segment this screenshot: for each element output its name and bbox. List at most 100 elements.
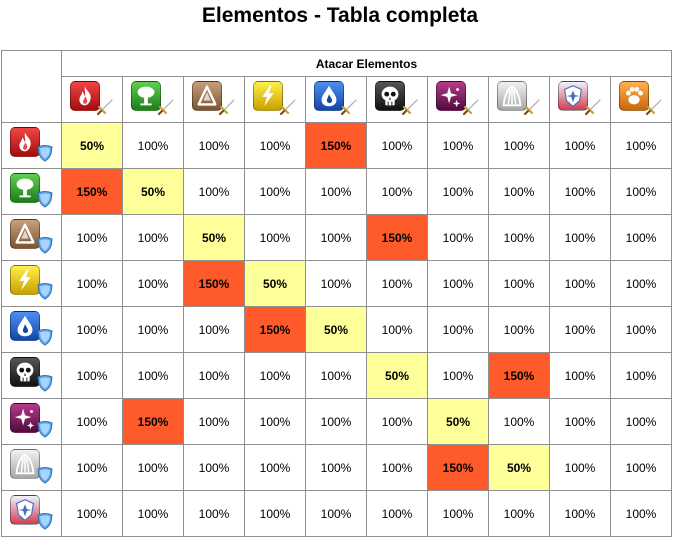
defense-element-dark	[1, 352, 62, 399]
multiplier-cell: 100%	[305, 214, 367, 261]
multiplier-cell: 100%	[244, 168, 306, 215]
multiplier-cell: 100%	[610, 490, 672, 537]
attack-element-electric	[244, 76, 306, 123]
rock-icon	[192, 80, 222, 111]
light-element-badge	[497, 80, 541, 119]
defense-element-electric	[1, 260, 62, 307]
multiplier-cell: 100%	[366, 490, 428, 537]
sword-icon	[157, 98, 175, 116]
water-drop-icon	[9, 310, 40, 341]
multiplier-cell: 100%	[183, 490, 245, 537]
multiplier-cell: 100%	[610, 352, 672, 399]
sword-icon	[645, 98, 663, 116]
multiplier-cell: 100%	[122, 214, 184, 261]
page-title: Elementos - Tabla completa	[201, 4, 479, 27]
sword-icon	[279, 98, 297, 116]
fire-icon	[9, 126, 40, 157]
nature-element-badge	[131, 80, 175, 119]
sword-icon	[96, 98, 114, 116]
multiplier-cell: 50%	[305, 306, 367, 353]
shield-icon	[36, 466, 54, 484]
multiplier-cell: 100%	[61, 214, 123, 261]
shield-icon	[36, 374, 54, 392]
elements-table: Atacar Elementos 50% 100% 100% 100% 150% 100%…	[1, 50, 672, 537]
sword-icon	[523, 98, 541, 116]
multiplier-cell: 100%	[366, 444, 428, 491]
sword-icon	[462, 98, 480, 116]
table-row: 150% 50% 100% 100% 100% 100% 100% 100% 100% 100%	[1, 168, 672, 215]
multiplier-cell: 100%	[610, 214, 672, 261]
shield-icon	[36, 512, 54, 530]
table-row: 100% 100% 100% 150% 50% 100% 100% 100% 100% 100%	[1, 306, 672, 353]
multiplier-cell: 100%	[488, 306, 550, 353]
multiplier-cell: 150%	[122, 398, 184, 445]
nature-element-badge	[9, 172, 54, 211]
multiplier-cell: 100%	[488, 260, 550, 307]
multiplier-cell: 100%	[183, 168, 245, 215]
multiplier-cell: 100%	[366, 122, 428, 169]
attack-element-light	[488, 76, 550, 123]
multiplier-cell: 100%	[244, 490, 306, 537]
multiplier-cell: 100%	[610, 444, 672, 491]
tree-icon	[9, 172, 40, 203]
attack-icon-row	[2, 76, 672, 123]
table-row: 100% 100% 100% 100% 100% 50% 100% 150% 100% 100%	[1, 352, 672, 399]
multiplier-cell: 100%	[549, 122, 611, 169]
multiplier-cell: 50%	[427, 398, 489, 445]
defense-element-fire	[1, 122, 62, 169]
water-element-badge	[9, 310, 54, 349]
attack-element-earth	[183, 76, 245, 123]
multiplier-cell: 100%	[61, 260, 123, 307]
multiplier-cell: 150%	[488, 352, 550, 399]
multiplier-cell: 100%	[305, 260, 367, 307]
multiplier-cell: 100%	[122, 352, 184, 399]
multiplier-cell: 100%	[427, 122, 489, 169]
multiplier-cell: 100%	[305, 168, 367, 215]
corner-cell	[1, 50, 62, 123]
shield-icon	[36, 420, 54, 438]
water-element-badge	[314, 80, 358, 119]
shield-icon	[36, 328, 54, 346]
sword-icon	[218, 98, 236, 116]
multiplier-cell: 100%	[549, 168, 611, 215]
fire-icon	[70, 80, 100, 111]
multiplier-cell: 100%	[183, 122, 245, 169]
multiplier-cell: 100%	[61, 352, 123, 399]
multiplier-cell: 100%	[366, 168, 428, 215]
multiplier-cell: 100%	[305, 352, 367, 399]
multiplier-cell: 100%	[427, 214, 489, 261]
dark-element-badge	[9, 356, 54, 395]
sword-icon	[340, 98, 358, 116]
multiplier-cell: 100%	[61, 398, 123, 445]
shield-emblem-icon	[558, 80, 588, 111]
multiplier-cell: 100%	[610, 306, 672, 353]
attack-element-legend	[549, 76, 611, 123]
shield-icon	[36, 190, 54, 208]
multiplier-cell: 100%	[610, 168, 672, 215]
attack-header: Atacar Elementos	[61, 50, 672, 77]
sword-icon	[401, 98, 419, 116]
earth-element-badge	[9, 218, 54, 257]
multiplier-cell: 100%	[549, 398, 611, 445]
multiplier-cell: 100%	[122, 444, 184, 491]
multiplier-cell: 150%	[427, 444, 489, 491]
multiplier-cell: 100%	[488, 168, 550, 215]
multiplier-cell: 150%	[61, 168, 123, 215]
multiplier-cell: 100%	[122, 122, 184, 169]
fire-element-badge	[70, 80, 114, 119]
magic-element-badge	[436, 80, 480, 119]
electric-element-badge	[253, 80, 297, 119]
dark-element-badge	[375, 80, 419, 119]
water-drop-icon	[314, 80, 344, 111]
multiplier-cell: 100%	[366, 260, 428, 307]
multiplier-cell: 100%	[61, 490, 123, 537]
attack-element-nature	[122, 76, 184, 123]
multiplier-cell: 100%	[244, 398, 306, 445]
defense-element-light	[1, 444, 62, 491]
multiplier-cell: 50%	[183, 214, 245, 261]
multiplier-cell: 100%	[549, 214, 611, 261]
multiplier-cell: 100%	[488, 490, 550, 537]
table-row: 50% 100% 100% 100% 150% 100% 100% 100% 100% 100%	[1, 122, 672, 169]
multiplier-cell: 100%	[427, 168, 489, 215]
light-rays-icon	[497, 80, 527, 111]
